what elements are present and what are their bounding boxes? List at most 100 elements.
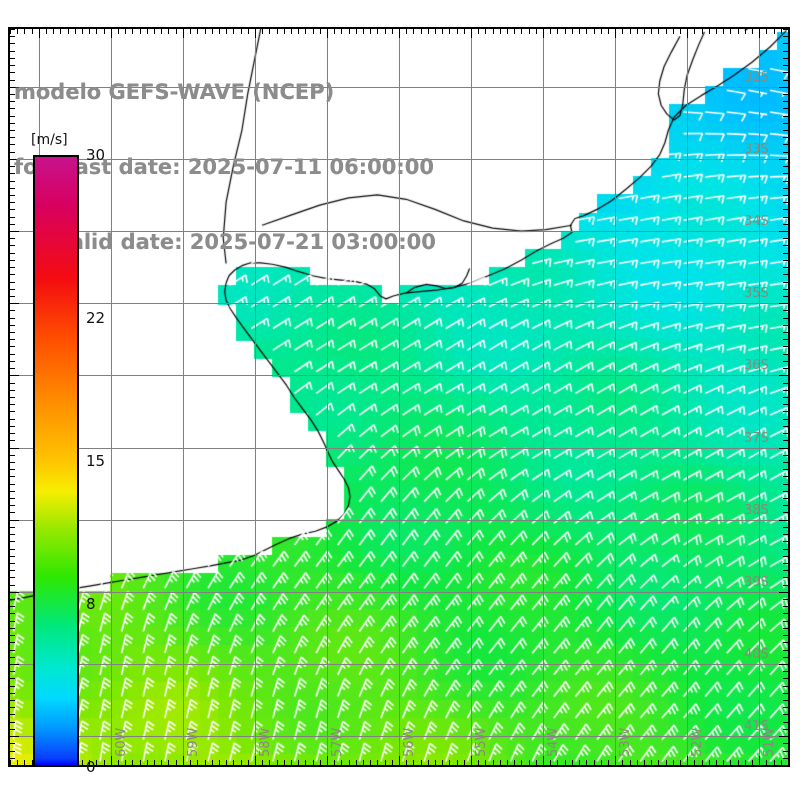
axis-tick [478,760,479,765]
axis-tick [428,29,429,34]
axis-tick [783,202,788,203]
graticule-parallel [10,520,788,521]
axis-tick [783,707,788,708]
axis-tick [10,707,15,708]
colorbar [33,155,79,767]
axis-tick [168,29,169,34]
axis-tick [738,29,739,34]
axis-tick [779,448,788,449]
axis-tick [341,29,342,34]
axis-tick [377,29,378,34]
axis-tick [738,760,739,765]
axis-tick [320,29,321,34]
axis-tick [10,520,19,521]
axis-tick [783,108,788,109]
axis-tick [783,722,788,723]
axis-tick [586,29,587,34]
axis-tick [579,760,580,765]
axis-tick [783,166,788,167]
axis-tick [10,693,15,694]
axis-tick [313,29,314,34]
axis-tick [783,433,788,434]
axis-tick [622,760,623,765]
axis-tick [651,760,652,765]
axis-tick [752,29,753,34]
axis-tick [334,29,335,34]
axis-tick [10,426,15,427]
axis-tick [233,760,234,765]
axis-tick [183,29,184,38]
axis-tick [709,760,710,765]
axis-tick [327,756,328,765]
axis-tick [783,693,788,694]
axis-tick [10,751,15,752]
axis-tick [10,332,15,333]
axis-tick [10,318,15,319]
axis-tick [783,455,788,456]
axis-tick [783,404,788,405]
axis-tick [783,563,788,564]
axis-tick [514,29,515,34]
axis-tick [277,760,278,765]
axis-tick [783,332,788,333]
axis-tick [248,760,249,765]
axis-tick [783,274,788,275]
axis-tick [399,756,400,765]
axis-tick [399,29,400,38]
axis-tick [529,29,530,34]
axis-tick [759,29,760,38]
axis-tick [82,760,83,765]
axis-tick [10,556,15,557]
axis-tick [10,599,15,600]
axis-tick [449,760,450,765]
axis-tick [406,29,407,34]
axis-tick [529,760,530,765]
axis-tick [783,549,788,550]
axis-tick [421,760,422,765]
axis-tick [783,238,788,239]
axis-tick [10,87,19,88]
axis-tick [10,448,19,449]
axis-tick [154,29,155,34]
axis-tick [485,760,486,765]
axis-tick [226,29,227,34]
map-frame: 61W60W59W58W57W56W55W54W53W52W51W32S33S3… [8,27,790,767]
axis-tick [118,29,119,34]
axis-tick [10,404,15,405]
axis-tick [783,181,788,182]
axis-tick [779,303,788,304]
axis-tick [783,657,788,658]
axis-tick [586,760,587,765]
axis-tick [10,224,15,225]
axis-tick [176,760,177,765]
axis-tick [783,621,788,622]
axis-tick [783,686,788,687]
axis-tick [363,29,364,34]
axis-tick [132,29,133,34]
axis-tick [507,760,508,765]
axis-tick [10,361,15,362]
graticule-meridian [615,29,616,765]
axis-tick [10,563,15,564]
axis-tick [96,760,97,765]
graticule-meridian [327,29,328,765]
axis-tick [779,375,788,376]
axis-tick [449,29,450,34]
axis-tick [392,29,393,34]
axis-tick [10,130,15,131]
axis-tick [10,339,15,340]
axis-tick [783,173,788,174]
axis-tick [507,29,508,34]
axis-tick [298,29,299,34]
axis-tick [783,484,788,485]
axis-tick [10,383,15,384]
axis-tick [10,375,19,376]
axis-tick [10,152,15,153]
axis-tick [10,397,15,398]
axis-tick [783,678,788,679]
axis-tick [10,411,15,412]
axis-tick [783,296,788,297]
axis-tick [10,498,15,499]
axis-tick [147,760,148,765]
graticule-parallel [10,159,788,160]
